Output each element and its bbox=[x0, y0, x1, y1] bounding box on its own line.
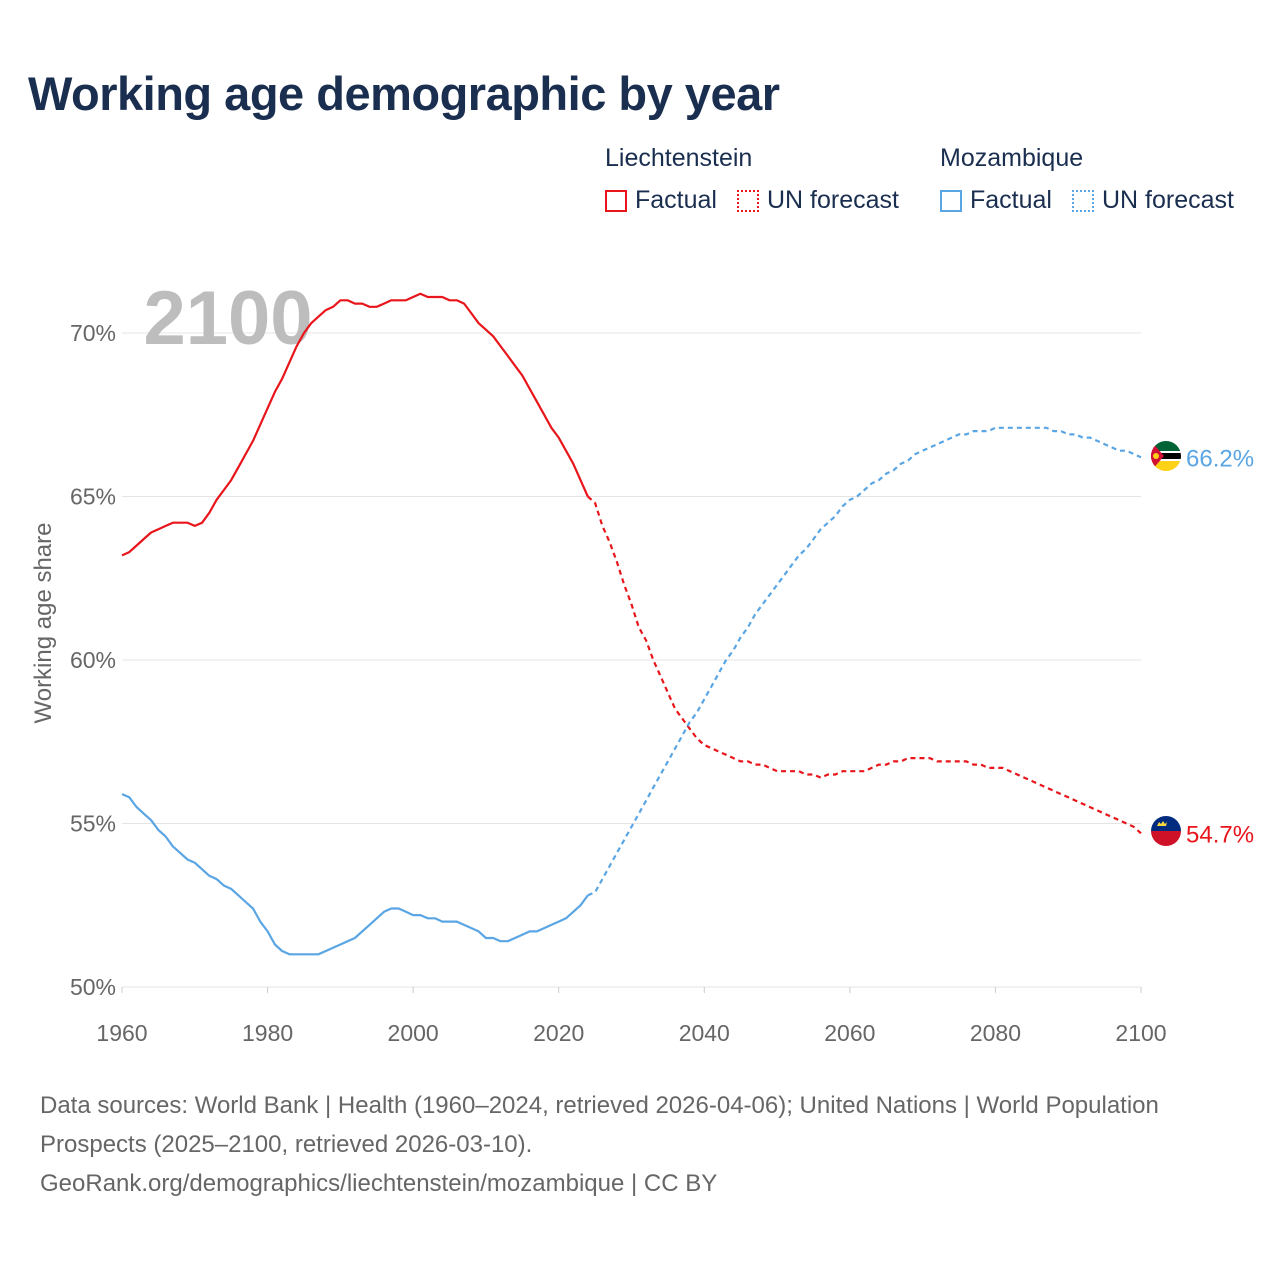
x-tick-label: 2060 bbox=[824, 1020, 875, 1046]
legend-item-mozambique-forecast[interactable]: UN forecast bbox=[1072, 186, 1234, 215]
y-tick-label: 65% bbox=[70, 484, 116, 510]
x-axis-ticks: 1960 1980 2000 2020 2040 2060 2080 2100 bbox=[96, 987, 1167, 1046]
series-lines bbox=[121, 292, 1142, 956]
legend-item-liechtenstein-factual[interactable]: Factual bbox=[605, 186, 717, 215]
legend-swatch-dotted-icon bbox=[1072, 189, 1094, 212]
legend-label-forecast: UN forecast bbox=[1102, 186, 1234, 214]
y-tick-label: 70% bbox=[70, 320, 116, 346]
series-line-liechtenstein-factual bbox=[121, 292, 589, 557]
x-tick-label: 2040 bbox=[679, 1020, 730, 1046]
legend-label-forecast: UN forecast bbox=[767, 186, 899, 214]
legend-item-mozambique-factual[interactable]: Factual bbox=[940, 186, 1052, 215]
x-tick-label: 1980 bbox=[242, 1020, 293, 1046]
series-line-mozambique-factual bbox=[121, 793, 589, 956]
liechtenstein-flag bbox=[1151, 816, 1181, 846]
end-label-liechtenstein: 54.7% bbox=[1186, 821, 1254, 848]
footer-link[interactable]: GeoRank.org/demographics/liechtenstein/m… bbox=[40, 1170, 718, 1197]
legend-swatch-solid-icon bbox=[940, 189, 962, 212]
footer-source: Data sources: World Bank | Health (1960–… bbox=[40, 1086, 1240, 1203]
x-tick-label: 2100 bbox=[1115, 1020, 1166, 1046]
legend-label-factual: Factual bbox=[970, 186, 1052, 214]
x-tick-label: 2080 bbox=[970, 1020, 1021, 1046]
y-axis-ticks: 50% 55% 60% 65% 70% bbox=[70, 320, 116, 1000]
y-axis-label: Working age share bbox=[30, 523, 57, 724]
legend-label-factual: Factual bbox=[635, 186, 717, 214]
legend-group-liechtenstein: Liechtenstein Factual UN forecast bbox=[605, 144, 925, 224]
legend-title-liechtenstein: Liechtenstein bbox=[605, 144, 753, 172]
series-line-liechtenstein-forecast bbox=[587, 495, 1142, 835]
footer-sources-text: Data sources: World Bank | Health (1960–… bbox=[40, 1092, 1159, 1158]
legend-swatch-solid-icon bbox=[605, 189, 627, 212]
line-chart: 2100 50% 55% 60% 65% 70% 1960 1980 2000 2020 204… bbox=[30, 276, 1254, 1046]
x-tick-label: 2020 bbox=[533, 1020, 584, 1046]
x-tick-label: 1960 bbox=[96, 1020, 147, 1046]
y-tick-label: 50% bbox=[70, 974, 116, 1000]
legend-item-liechtenstein-forecast[interactable]: UN forecast bbox=[737, 186, 899, 215]
legend-swatch-dotted-icon bbox=[737, 189, 759, 212]
y-tick-label: 55% bbox=[70, 811, 116, 837]
year-watermark: 2100 bbox=[143, 276, 312, 361]
grid-lines bbox=[122, 332, 1141, 988]
mozambique-flag bbox=[1151, 441, 1181, 471]
series-end-labels: 54.7% 66.2% bbox=[1186, 445, 1254, 848]
end-label-mozambique: 66.2% bbox=[1186, 445, 1254, 472]
legend-title-mozambique: Mozambique bbox=[940, 144, 1084, 172]
legend-group-mozambique: Mozambique Factual UN forecast bbox=[940, 144, 1260, 224]
series-line-mozambique-forecast bbox=[587, 426, 1142, 897]
y-tick-label: 60% bbox=[70, 647, 116, 673]
x-tick-label: 2000 bbox=[388, 1020, 439, 1046]
chart-title: Working age demographic by year bbox=[28, 67, 780, 120]
